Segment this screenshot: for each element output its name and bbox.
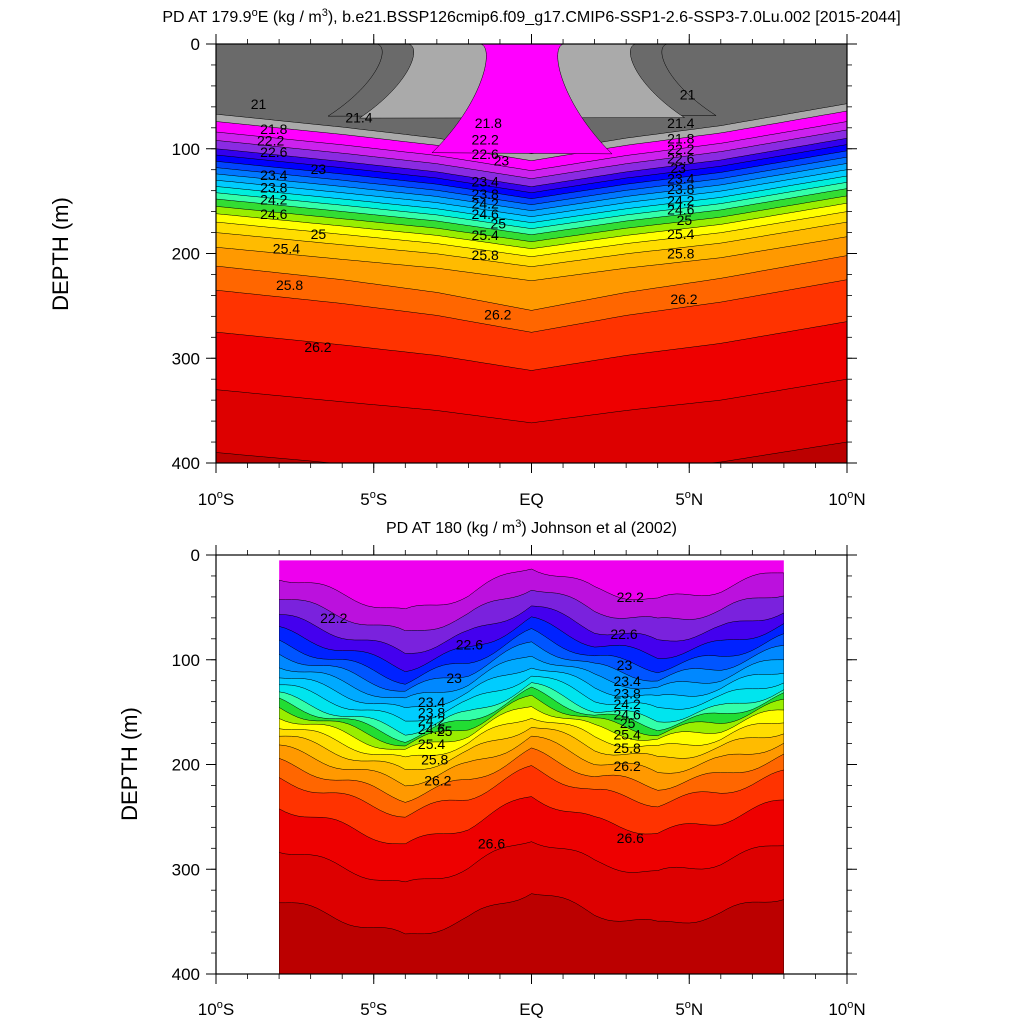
- contour-label: 23.4: [614, 673, 641, 689]
- contour-label: 24.2: [667, 192, 694, 208]
- y-tick-label: 400: [172, 965, 200, 984]
- contour-label: 26.6: [617, 830, 644, 846]
- y-tick-label: 300: [172, 860, 200, 879]
- x-tick-label: 10oN: [828, 489, 865, 509]
- contour-label: 25.4: [667, 226, 694, 242]
- contour-label: 24.2: [472, 195, 499, 211]
- contour-label: 25.4: [614, 726, 641, 742]
- contour-label: 21.8: [260, 121, 287, 137]
- contour-label: 24.6: [418, 721, 445, 737]
- contour-label: 25: [620, 715, 636, 731]
- x-tick-label: EQ: [519, 490, 544, 509]
- contour-label: 22.2: [667, 141, 694, 157]
- contour-label: 25.4: [472, 227, 499, 243]
- x-tick-label: 10oN: [828, 999, 865, 1019]
- contour-label: 25: [311, 226, 327, 242]
- contour-label: 21.4: [667, 115, 694, 131]
- contour-label: 23.4: [667, 170, 694, 186]
- contour-label: 24.6: [614, 706, 641, 722]
- contour-label: 25.4: [418, 736, 445, 752]
- contour-label: 21.8: [667, 131, 694, 147]
- contour-label: 22.2: [320, 610, 347, 626]
- contour-label: 23: [617, 657, 633, 673]
- contour-label: 23.8: [418, 704, 445, 720]
- contour-label: 25: [437, 723, 453, 739]
- y-tick-label: 200: [172, 245, 200, 264]
- contour-fills: [216, 44, 847, 463]
- contour-label: 23.8: [260, 180, 287, 196]
- contour-band-23: [216, 441, 847, 463]
- contour-label: 23.8: [614, 686, 641, 702]
- contour-label: 25: [677, 212, 693, 228]
- contour-band-21: [279, 893, 784, 974]
- x-tick-label: 5oS: [360, 489, 387, 509]
- y-tick-label: 200: [172, 756, 200, 775]
- contour-label: 25.8: [472, 247, 499, 263]
- chart-panel-1: 0 100 200 300 400 10oS 5oS EQ 5oN 10oN DEPTH (m) PD…: [48, 7, 901, 509]
- contour-label: 26.2: [614, 758, 641, 774]
- contour-label: 26.6: [478, 835, 505, 851]
- chart-title: PD AT 179.9oE (kg / m3), b.e21.BSSP126cm…: [162, 7, 900, 26]
- y-axis-label: DEPTH (m): [117, 707, 142, 821]
- contour-label: 23: [311, 161, 327, 177]
- contour-label: 25.8: [614, 740, 641, 756]
- contour-label: 24.6: [472, 206, 499, 222]
- contour-label: 23: [446, 670, 462, 686]
- contour-label: 22.6: [260, 144, 287, 160]
- contour-label: 23: [494, 153, 510, 169]
- surface-dome-2: [431, 44, 613, 155]
- contour-label: 22.6: [610, 626, 637, 642]
- contour-label: 23.4: [260, 167, 287, 183]
- contour-label: 23.8: [472, 186, 499, 202]
- x-tick-label: 10oS: [198, 489, 234, 509]
- y-tick-label: 0: [191, 546, 200, 565]
- y-axis-label: DEPTH (m): [48, 197, 73, 311]
- contour-label: 24.2: [614, 696, 641, 712]
- y-tick-label: 100: [172, 140, 200, 159]
- x-tick-label: 5oN: [675, 489, 703, 509]
- contour-band-22: [216, 378, 847, 463]
- contour-label: 21.4: [345, 110, 372, 126]
- contour-label: 25.8: [276, 277, 303, 293]
- x-tick-label: 5oN: [675, 999, 703, 1019]
- contour-label: 23.8: [667, 181, 694, 197]
- contour-label: 22.2: [472, 132, 499, 148]
- contour-label: 26.2: [424, 772, 451, 788]
- contour-label: 25.8: [667, 246, 694, 262]
- contour-label: 21: [680, 87, 696, 103]
- y-tick-label: 100: [172, 651, 200, 670]
- chart-title: PD AT 180 (kg / m3) Johnson et al (2002): [386, 518, 677, 537]
- contour-label: 22.6: [472, 146, 499, 162]
- contour-label: 22.6: [667, 150, 694, 166]
- contour-label: 24.6: [667, 202, 694, 218]
- contour-label: 25.8: [421, 752, 448, 768]
- y-tick-label: 400: [172, 454, 200, 473]
- contour-label: 23: [670, 160, 686, 176]
- x-tick-label: EQ: [519, 1000, 544, 1019]
- contour-label: 23.4: [418, 694, 445, 710]
- x-tick-label: 10oS: [198, 999, 234, 1019]
- contour-fills: [279, 560, 784, 974]
- contour-label: 21: [251, 96, 267, 112]
- contour-label: 22.6: [456, 636, 483, 652]
- contour-label: 26.2: [304, 339, 331, 355]
- y-tick-label: 0: [191, 35, 200, 54]
- contour-label: 21.8: [475, 115, 502, 131]
- contour-label: 24.6: [260, 206, 287, 222]
- contour-label: 24.2: [260, 191, 287, 207]
- chart-panel-2: 0 100 200 300 400 10oS 5oS EQ 5oN 10oN DEPTH (m) PD…: [117, 518, 866, 1019]
- contour-label: 25.4: [273, 241, 300, 257]
- y-tick-label: 300: [172, 349, 200, 368]
- contour-label: 23.4: [472, 173, 499, 189]
- contour-label: 25: [490, 215, 506, 231]
- x-tick-label: 5oS: [360, 999, 387, 1019]
- contour-label: 24.2: [418, 713, 445, 729]
- contour-label: 22.2: [617, 589, 644, 605]
- contour-label: 26.2: [484, 306, 511, 322]
- contour-label: 22.2: [257, 133, 284, 149]
- contour-label: 26.2: [670, 291, 697, 307]
